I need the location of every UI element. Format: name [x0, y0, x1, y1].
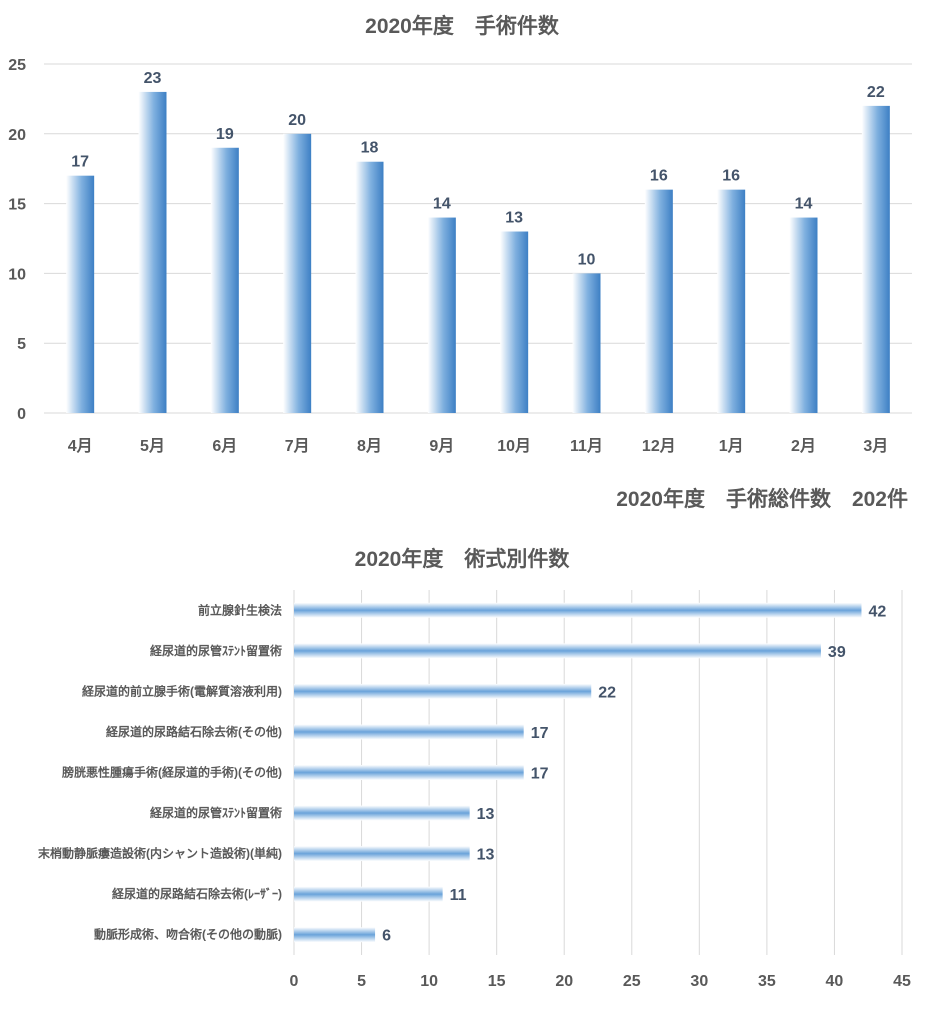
chart1-bar	[572, 273, 601, 413]
chart1-y-tick-label: 25	[8, 57, 26, 74]
chart1-data-label: 18	[361, 140, 379, 157]
chart1-x-tick-label: 11月	[570, 437, 603, 455]
chart1-x-tick-label: 12月	[642, 437, 676, 455]
chart1-bar	[283, 133, 312, 414]
chart1-bar	[138, 91, 167, 414]
chart2-data-label: 13	[477, 806, 495, 823]
chart2-x-tick-label: 40	[826, 973, 844, 990]
chart1-bar	[66, 175, 95, 413]
chart1-data-label: 20	[288, 112, 306, 129]
chart2-category-label: 末梢動静脈瘻造設術(内シャント造設術)(単純)	[38, 846, 282, 861]
chart1-x-tick-label: 6月	[212, 437, 237, 455]
chart1-data-label: 17	[71, 154, 89, 171]
chart1-y-tick-label: 15	[8, 197, 26, 214]
chart1-bar	[644, 189, 673, 413]
chart1-bars	[66, 91, 890, 414]
chart2-x-tick-label: 30	[690, 973, 708, 990]
chart2-x-tick-label: 20	[555, 973, 573, 990]
chart1-x-tick-label: 8月	[357, 437, 382, 455]
chart1-data-label: 22	[867, 84, 885, 101]
chart2-bar	[294, 805, 470, 821]
chart2-x-tick-label: 35	[758, 973, 776, 990]
chart1-x-tick-label: 5月	[140, 437, 165, 455]
chart1-data-label: 14	[433, 196, 451, 213]
chart1-bar	[210, 147, 239, 413]
chart1-x-tick-label: 7月	[285, 437, 310, 455]
chart1-gridlines	[44, 63, 912, 414]
chart2-x-tick-label: 0	[290, 973, 299, 990]
chart1-x-axis: 4月 5月 6月 7月 8月 9月 10月 11月 12月 1月 2月 3月	[68, 437, 889, 455]
chart1-y-tick-label: 10	[8, 266, 26, 283]
chart1-y-axis: 0 5 10 15 20 25	[8, 57, 26, 423]
chart1-y-tick-label: 0	[17, 406, 26, 423]
chart2-data-label: 39	[828, 644, 846, 661]
chart1-data-label: 14	[795, 196, 813, 213]
chart2-data-label: 42	[868, 603, 886, 620]
chart2-category-label: 膀胱悪性腫瘍手術(経尿道的手術)(その他)	[61, 765, 282, 780]
chart1-data-label: 16	[722, 168, 740, 185]
chart2-data-label: 13	[477, 847, 495, 864]
chart1-bar	[861, 105, 890, 413]
chart1-x-tick-label: 4月	[68, 437, 93, 455]
chart2-category-label: 経尿道的尿管ｽﾃﾝﾄ留置術	[150, 805, 282, 820]
chart2-bar	[294, 886, 443, 902]
chart2-title: 2020年度 術式別件数	[355, 547, 571, 571]
chart2-bar	[294, 724, 524, 740]
chart1-data-label: 23	[144, 70, 162, 87]
chart2-bar	[294, 643, 821, 659]
chart1-total-annotation: 2020年度 手術総件数 202件	[616, 487, 908, 511]
chart1-data-label: 16	[650, 168, 668, 185]
chart2-bars	[294, 602, 862, 943]
chart1-bar	[717, 189, 746, 413]
chart1-x-tick-label: 1月	[719, 437, 744, 455]
chart1-bar	[427, 217, 456, 413]
chart2-category-labels: 前立腺針生検法経尿道的尿管ｽﾃﾝﾄ留置術経尿道的前立腺手術(電解質溶液利用)経尿…	[38, 602, 282, 941]
chart1-x-tick-label: 3月	[863, 437, 888, 455]
chart2-x-tick-label: 15	[488, 973, 506, 990]
chart2-bar	[294, 927, 376, 943]
chart1-data-label: 19	[216, 126, 234, 143]
chart2-x-tick-label: 10	[420, 973, 438, 990]
chart1-data-label: 13	[505, 210, 523, 227]
chart2-category-label: 経尿道的前立腺手術(電解質溶液利用)	[82, 683, 282, 698]
chart1-bar	[789, 217, 818, 413]
chart2-data-label: 22	[598, 684, 616, 701]
chart2-category-label: 動脈形成術、吻合術(その他の動脈)	[94, 927, 282, 942]
chart1-bar	[355, 161, 384, 413]
chart2-bar	[294, 846, 470, 862]
chart1-y-tick-label: 20	[8, 127, 26, 144]
chart2-x-axis: 0 5 10 15 20 25 30 35 40 45	[290, 973, 911, 990]
chart1-x-tick-label: 2月	[791, 437, 816, 455]
chart1-y-tick-label: 5	[17, 336, 26, 353]
chart2-category-label: 前立腺針生検法	[198, 602, 282, 617]
chart2-bar	[294, 765, 524, 780]
chart2-data-label: 6	[382, 928, 391, 945]
chart1-title: 2020年度 手術件数	[365, 14, 560, 38]
chart1-bar	[500, 231, 529, 413]
chart1-data-label: 10	[578, 251, 596, 268]
chart2-bar	[294, 683, 592, 699]
chart2-x-tick-label: 45	[893, 973, 911, 990]
chart2-data-label: 11	[450, 887, 467, 904]
chart2-category-label: 経尿道的尿管ｽﾃﾝﾄ留置術	[150, 643, 282, 658]
chart1-data-labels: 17 23 19 20 18 14 13 10 16 16 14 22	[71, 70, 885, 268]
chart2-data-label: 17	[531, 766, 549, 783]
chart2-x-tick-label: 25	[623, 973, 641, 990]
chart2-category-label: 経尿道的尿路結石除去術(その他)	[106, 724, 282, 739]
chart1-x-tick-label: 9月	[429, 437, 454, 455]
chart2-x-tick-label: 5	[357, 973, 366, 990]
chart1-x-tick-label: 10月	[497, 437, 531, 455]
chart2-bar	[294, 602, 862, 618]
chart2-data-label: 17	[531, 725, 549, 742]
chart2-data-labels: 42 39 22 17 17 13 13 11 6	[382, 603, 886, 944]
chart2-category-label: 経尿道的尿路結石除去術(ﾚｰｻﾞｰ)	[112, 886, 282, 901]
